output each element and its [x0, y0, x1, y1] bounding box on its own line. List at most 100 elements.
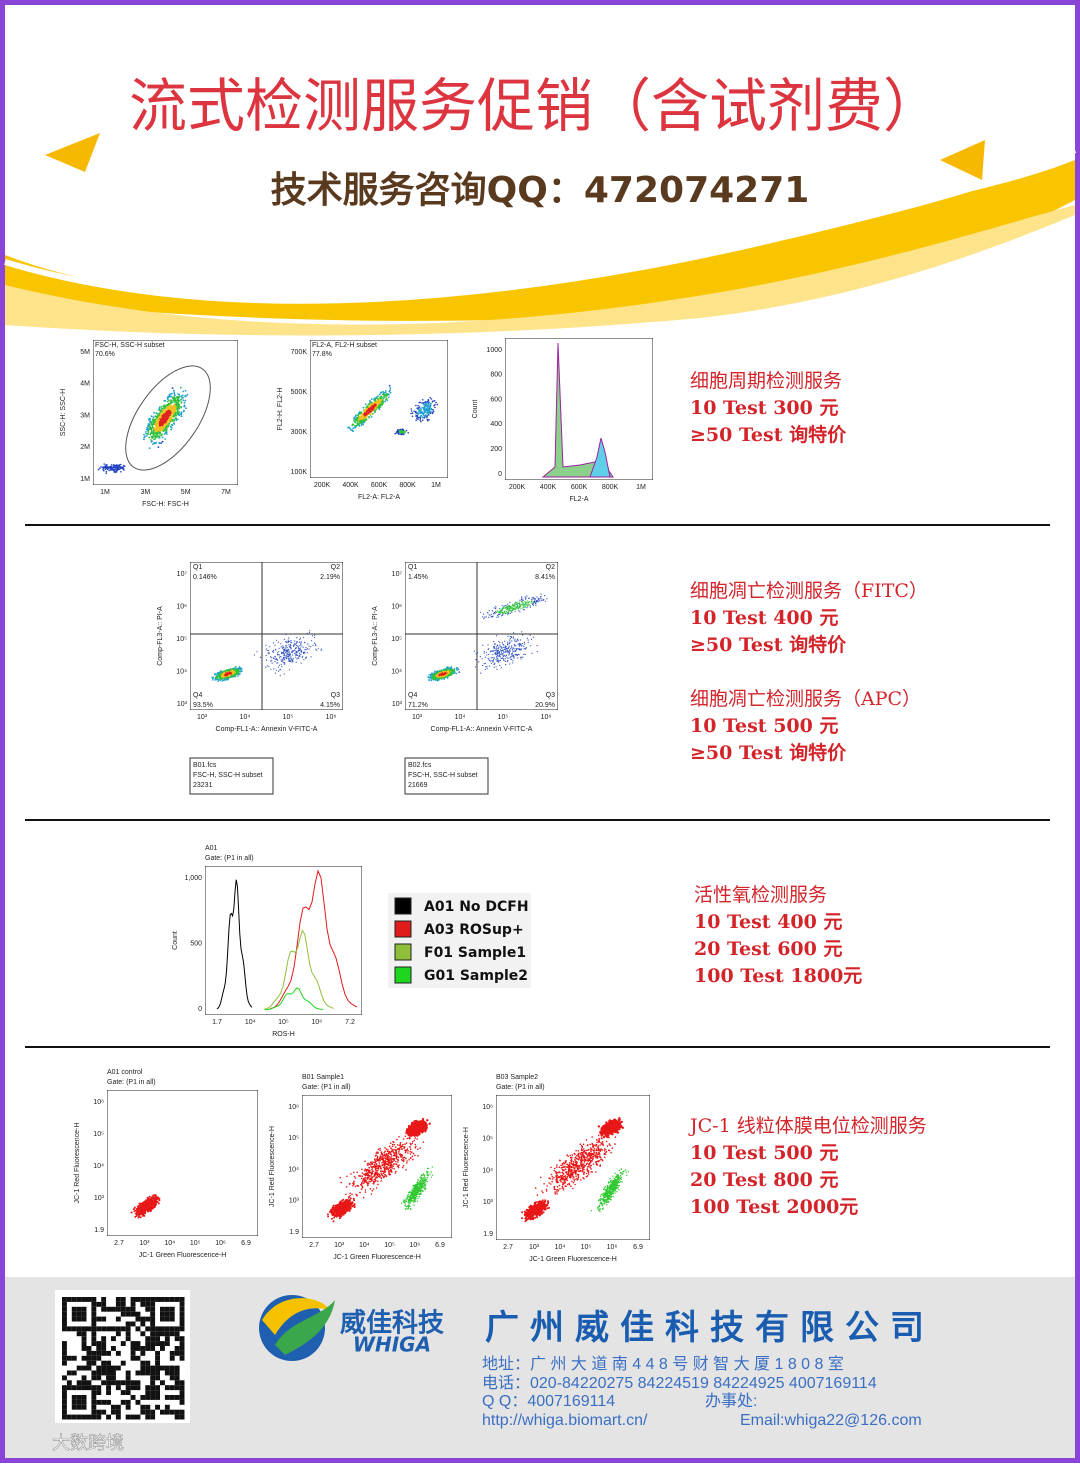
dot	[504, 611, 505, 612]
quad-label: Q4	[408, 692, 417, 699]
dot	[283, 657, 284, 658]
dot	[158, 426, 160, 428]
dot	[290, 660, 291, 661]
qr-cell	[111, 1336, 116, 1341]
dot	[512, 662, 513, 663]
x-tick-label: 10³	[197, 714, 208, 721]
dot	[522, 603, 523, 604]
qr-cell	[180, 1317, 185, 1322]
dot	[281, 652, 282, 653]
dot	[400, 434, 402, 436]
dot	[496, 635, 497, 636]
dot	[307, 643, 308, 644]
qr-cell	[96, 1346, 101, 1351]
dot	[441, 673, 443, 675]
dot	[537, 600, 538, 601]
quad-label: 8.41%	[535, 574, 555, 581]
dot	[292, 654, 293, 655]
dot	[492, 654, 493, 655]
dot	[281, 664, 282, 665]
dot	[385, 390, 387, 392]
qr-cell	[136, 1317, 141, 1322]
qr-cell	[72, 1317, 77, 1322]
dot	[520, 644, 521, 645]
dot	[289, 669, 290, 670]
dot	[104, 465, 106, 467]
dot	[227, 679, 229, 681]
dot	[237, 675, 239, 677]
qr-cell	[145, 1307, 150, 1312]
quad-label: Q1	[193, 564, 202, 571]
dot	[484, 663, 485, 664]
dot	[521, 648, 522, 649]
dot	[510, 648, 511, 649]
qr-cell	[91, 1297, 96, 1302]
qr-cell	[126, 1380, 131, 1385]
dot	[295, 648, 296, 649]
dot	[443, 673, 445, 675]
qr-cell	[96, 1302, 101, 1307]
qr-cell	[155, 1336, 160, 1341]
qr-cell	[116, 1380, 121, 1385]
dot	[154, 1206, 156, 1208]
dot	[168, 396, 170, 398]
dot	[429, 408, 431, 410]
dot	[533, 598, 534, 599]
dot	[113, 464, 115, 466]
dot	[482, 616, 483, 617]
dot	[220, 670, 222, 672]
dot	[538, 598, 539, 599]
y-tick-label: 0	[498, 471, 502, 478]
dot	[215, 674, 217, 676]
dot	[280, 669, 281, 670]
dot	[515, 650, 516, 651]
dot	[152, 435, 154, 437]
dot	[425, 416, 427, 418]
dot	[374, 410, 376, 412]
dot	[232, 672, 234, 674]
dot	[448, 672, 450, 674]
qr-cell	[140, 1410, 145, 1415]
dot	[430, 679, 432, 681]
x-axis-label: Comp-FL1-A:: Annexin V-FITC-A	[431, 726, 533, 733]
dot	[372, 413, 374, 415]
qr-cell	[82, 1366, 87, 1371]
dot	[153, 438, 155, 440]
dot	[523, 646, 524, 647]
dot	[279, 656, 280, 657]
dot	[526, 607, 527, 608]
dot	[439, 677, 441, 679]
qr-cell	[126, 1400, 131, 1405]
dot	[486, 654, 487, 655]
qq: Q Q：4007169114	[482, 1393, 615, 1410]
dot	[279, 654, 280, 655]
qr-cell	[96, 1356, 101, 1361]
dot	[525, 654, 526, 655]
qr-cell	[82, 1312, 87, 1317]
dot	[103, 463, 105, 465]
dot	[368, 416, 370, 418]
dot	[290, 644, 291, 645]
qr-cell	[67, 1356, 72, 1361]
dot	[507, 660, 508, 661]
dot	[518, 608, 519, 609]
dot	[273, 642, 274, 643]
dot	[500, 654, 501, 655]
dot	[292, 661, 293, 662]
dot	[375, 399, 377, 401]
dot	[296, 662, 297, 663]
dot	[119, 469, 121, 471]
qr-cell	[77, 1312, 82, 1317]
dot	[427, 676, 429, 678]
y-tick-label: 10³	[392, 701, 403, 708]
qr-cell	[101, 1400, 106, 1405]
qr-cell	[101, 1307, 106, 1312]
qr-cell	[145, 1366, 150, 1371]
dot	[181, 415, 183, 417]
dot	[166, 422, 168, 424]
qr-cell	[145, 1395, 150, 1400]
dot	[298, 646, 299, 647]
dot	[153, 430, 155, 432]
dot	[294, 650, 295, 651]
dot	[284, 673, 285, 674]
